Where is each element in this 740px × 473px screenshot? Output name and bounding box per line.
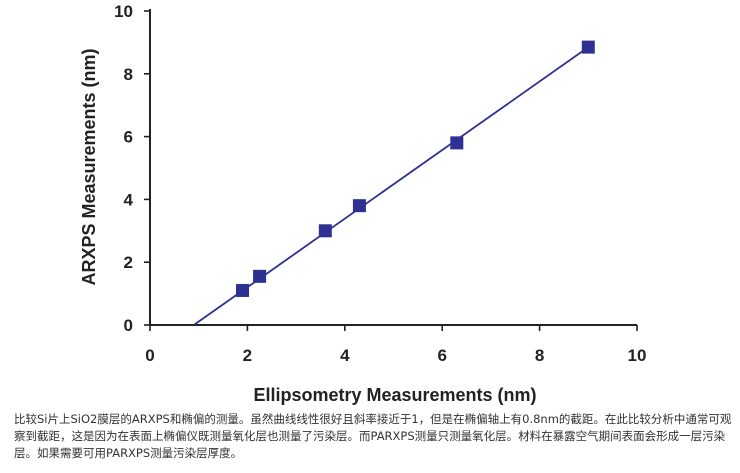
chart-axes: [144, 9, 638, 331]
data-point: [253, 269, 267, 283]
y-tick-label: 0: [124, 316, 133, 335]
x-tick-label: 8: [535, 346, 544, 365]
x-tick-label: 10: [628, 346, 647, 365]
x-tick-label: 6: [437, 346, 446, 365]
figure-caption: 比较Si片上SiO2膜层的ARXPS和椭偏的测量。虽然曲线线性很好且斜率接近于1…: [14, 412, 732, 460]
data-points: [236, 40, 595, 297]
data-point: [581, 40, 595, 54]
y-tick-label: 2: [124, 253, 133, 272]
y-tick-label: 6: [124, 128, 133, 147]
data-point: [236, 283, 250, 297]
x-tick-label: 4: [340, 346, 350, 365]
data-point: [318, 224, 332, 238]
y-tick-label: 8: [124, 65, 133, 84]
y-tick-label: 4: [124, 190, 134, 209]
fit-line: [193, 46, 589, 326]
data-point: [450, 136, 464, 150]
y-tick-label: 10: [114, 2, 133, 21]
scatter-chart: 0 2 4 6 8 10 0 2 4 6 8 10 Ellipsometry Measurements…: [79, 2, 646, 405]
x-axis-title: Ellipsometry Measurements (nm): [253, 385, 536, 405]
x-tick-label: 2: [243, 346, 252, 365]
data-point: [352, 199, 366, 213]
y-axis-title: ARXPS Measurements (nm): [79, 48, 99, 285]
x-tick-label: 0: [145, 346, 154, 365]
fit-line-group: [193, 46, 589, 326]
tick-labels: 0 2 4 6 8 10 0 2 4 6 8 10: [114, 2, 646, 365]
